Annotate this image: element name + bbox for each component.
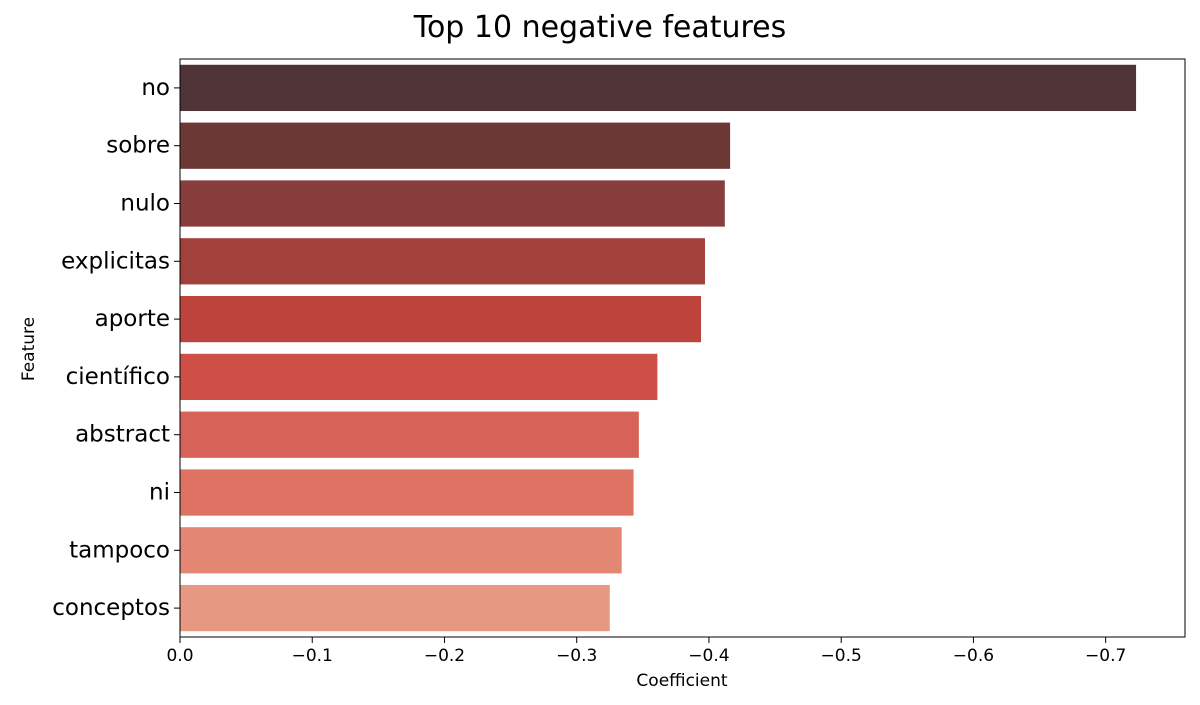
y-tick-label: ni	[149, 480, 170, 506]
x-tick-label: −0.5	[821, 646, 862, 666]
x-tick-label: −0.1	[292, 646, 333, 666]
y-tick-label: explicitas	[61, 248, 170, 274]
bar-4	[180, 295, 702, 343]
bar-6	[180, 411, 639, 458]
x-tick-label: −0.3	[556, 646, 597, 666]
x-axis-title: Coefficient	[636, 671, 727, 691]
x-tick-label: −0.4	[688, 646, 729, 666]
plot-frame	[179, 58, 1186, 638]
x-tick-label: −0.2	[424, 646, 465, 666]
bar-5	[180, 353, 658, 401]
y-tick-label: no	[141, 75, 170, 101]
x-tick-label: −0.6	[953, 646, 994, 666]
x-tick-label: 0.0	[166, 646, 193, 666]
bar-7	[180, 469, 634, 516]
chart-title: Top 10 negative features	[413, 10, 787, 45]
bar-9	[180, 584, 610, 632]
bar-1	[180, 122, 731, 169]
y-tick-label: nulo	[120, 191, 170, 217]
y-tick-label: tampoco	[69, 537, 170, 563]
y-tick-label: sobre	[106, 133, 170, 159]
x-tick-label: −0.7	[1085, 646, 1126, 666]
y-tick-label: aporte	[95, 306, 170, 332]
bar-0	[180, 64, 1137, 112]
bars-layer	[180, 64, 1137, 632]
y-tick-label: científico	[66, 364, 170, 390]
bar-3	[180, 238, 705, 285]
y-tick-label: abstract	[75, 422, 170, 448]
ticks-layer: no sobre nulo explicitas aporte científico abs…	[52, 75, 1126, 666]
y-tick-label: conceptos	[52, 595, 170, 621]
y-axis-title: Feature	[19, 317, 39, 381]
bar-8	[180, 527, 622, 574]
bar-2	[180, 180, 725, 227]
